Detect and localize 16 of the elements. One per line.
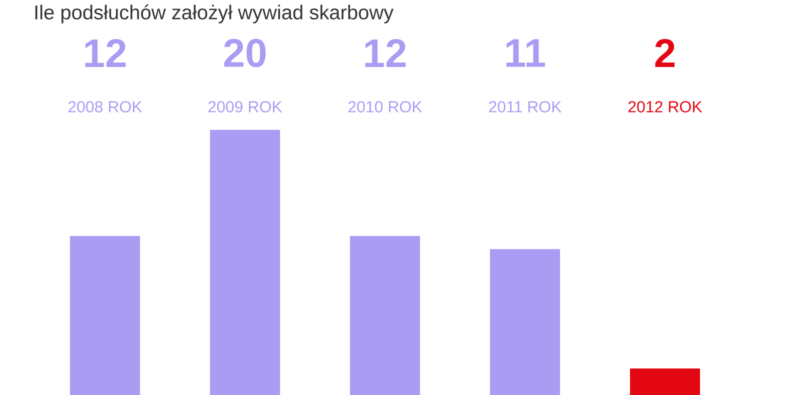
bar (630, 368, 700, 395)
bar (210, 130, 280, 395)
x-tick-label: 2009 ROK (208, 101, 282, 112)
data-label: 11 (506, 39, 546, 67)
bar (70, 236, 140, 395)
data-label: 12 (365, 38, 406, 67)
bar (490, 249, 560, 395)
chart-title: Ile podsłuchów założył wywiad skarbowy (35, 4, 394, 24)
data-label: 12 (85, 38, 126, 67)
x-tick-label: 2010 ROK (348, 101, 422, 112)
bar (350, 236, 420, 395)
x-tick-label: 2011 ROK (489, 101, 562, 112)
data-label: 2 (655, 38, 675, 67)
x-tick-label: 2012 ROK (628, 101, 702, 112)
data-label: 20 (224, 38, 266, 68)
x-tick-label: 2008 ROK (68, 101, 142, 112)
